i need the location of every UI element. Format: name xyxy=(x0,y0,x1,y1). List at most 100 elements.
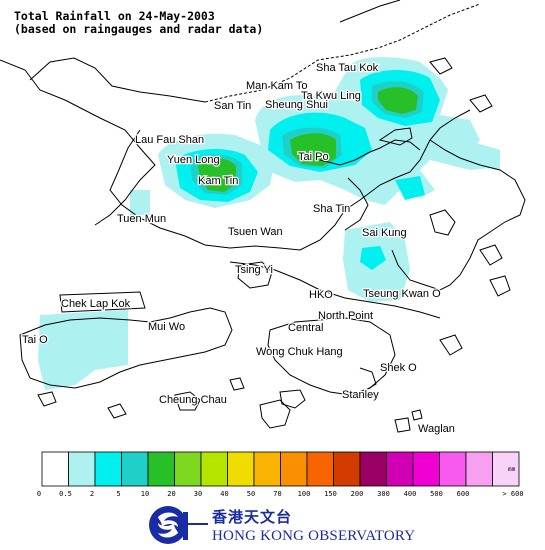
legend-swatch xyxy=(492,451,520,487)
place-label: Sheung Shui xyxy=(265,99,328,111)
place-label: Kam Tin xyxy=(198,175,238,187)
small-islands-west-2 xyxy=(229,377,245,391)
rainfall-map: Sha Tau Kok Man Kam To Ta Kwu Ling San T… xyxy=(0,0,526,437)
place-label: Waglan xyxy=(418,423,455,435)
plover-cove xyxy=(378,127,413,146)
place-label: Sha Tin xyxy=(313,203,350,215)
legend-tick-label: 400 xyxy=(403,490,417,498)
soko xyxy=(37,391,57,407)
place-label: Tseung Kwan O xyxy=(363,288,441,300)
legend-swatch xyxy=(94,451,122,487)
nt-west-coast xyxy=(109,109,471,251)
legend-tick-label: 40 xyxy=(220,490,229,498)
legend-swatch xyxy=(465,451,493,487)
logo-chinese-name: 香港天文台 xyxy=(212,508,293,526)
po-toi xyxy=(394,417,411,433)
legend-tick-label: 500 xyxy=(430,490,443,498)
legend-swatch xyxy=(359,451,387,487)
coastlines xyxy=(0,0,526,433)
lamma xyxy=(259,399,291,429)
legend-tick-label: 10 xyxy=(140,490,150,498)
boundary-line xyxy=(204,3,481,103)
tolo-harbour xyxy=(319,139,421,166)
place-label: Wong Chuk Hang xyxy=(256,346,343,358)
place-label: Tsing Yi xyxy=(235,264,273,276)
hk-island xyxy=(267,317,396,396)
north-islands-2 xyxy=(469,94,493,113)
legend-tick-label: 5 xyxy=(116,490,121,498)
legend-swatch xyxy=(306,451,334,487)
legend-tick-label: 0.5 xyxy=(59,490,72,498)
place-label: Tsuen Wan xyxy=(228,226,283,238)
legend-swatch xyxy=(333,451,361,487)
sai-kung-islands-2 xyxy=(479,244,503,266)
legend-swatch xyxy=(253,451,281,487)
place-label: Chek Lap Kok xyxy=(61,298,131,310)
cheung-chau xyxy=(174,391,201,411)
place-label: Sha Tau Kok xyxy=(316,62,379,74)
legend-swatch xyxy=(386,451,414,487)
legend-tick-label: 300 xyxy=(377,490,390,498)
place-label: Yuen Long xyxy=(167,154,220,166)
kowloon-coast xyxy=(229,261,441,319)
tsing-yi xyxy=(237,261,273,289)
northwest-coast-2 xyxy=(0,59,156,226)
legend-tick-label: 0 xyxy=(36,490,42,498)
place-label: Mui Wo xyxy=(148,321,185,333)
legend-tick-label: 100 xyxy=(297,490,311,498)
lamma-2 xyxy=(279,389,306,409)
logo-english-name: HONG KONG OBSERVATORY xyxy=(212,528,416,544)
legend-swatch xyxy=(227,451,255,487)
hko-emblem-icon xyxy=(149,506,208,544)
legend-tick-label: 70 xyxy=(273,490,282,498)
sai-kung-islands xyxy=(429,209,456,236)
legend-tick-label: 200 xyxy=(350,490,364,498)
legend-swatch xyxy=(68,451,96,487)
place-label: Ta Kwu Ling xyxy=(301,90,361,102)
legend-tick-label: 20 xyxy=(167,490,176,498)
place-label: Central xyxy=(288,322,323,334)
legend-tick-label: 50 xyxy=(246,490,256,498)
hko-logo xyxy=(149,506,208,544)
legend-swatch xyxy=(41,451,69,487)
legend-tick-label: 30 xyxy=(193,490,203,498)
lamma-channel xyxy=(359,367,377,391)
tung-lung xyxy=(439,334,463,356)
place-label: Shek O xyxy=(380,362,417,374)
lantau xyxy=(19,307,233,389)
map-title: Total Rainfall on 24-May-2003 xyxy=(14,9,215,23)
map-subtitle: (based on raingauges and radar data) xyxy=(14,22,264,36)
rainfall-legend xyxy=(41,451,520,487)
small-islands-west xyxy=(107,403,127,419)
legend-swatch xyxy=(412,451,440,487)
legend-tick-label: > 600 xyxy=(502,490,524,498)
east-nt xyxy=(391,139,526,291)
place-label: Sai Kung xyxy=(362,227,407,239)
legend-swatch xyxy=(439,451,467,487)
place-label: Tuen Mun xyxy=(117,213,166,225)
place-label: North Point xyxy=(318,310,373,322)
airport xyxy=(59,291,146,313)
place-label: Cheung Chau xyxy=(159,394,227,406)
boundary-line-2 xyxy=(339,0,401,23)
place-labels: Sha Tau Kok Man Kam To Ta Kwu Ling San T… xyxy=(21,61,456,437)
place-label: Lau Fau Shan xyxy=(135,134,204,146)
sai-kung-islands-3 xyxy=(489,275,511,297)
legend-swatch xyxy=(174,451,202,487)
legend-tick-label: 150 xyxy=(324,490,337,498)
place-label: Tai Po xyxy=(298,151,329,163)
legend-unit: mm xyxy=(508,466,516,473)
legend-swatch xyxy=(280,451,308,487)
ma-on-shan xyxy=(344,177,369,231)
place-label: Man Kam To xyxy=(246,80,308,92)
place-label: HKO xyxy=(309,289,333,301)
waglan-island xyxy=(411,409,423,421)
place-label: Stanley xyxy=(342,389,379,401)
rainfall-shading xyxy=(38,57,500,390)
place-label: San Tin xyxy=(214,100,251,112)
legend-swatch xyxy=(200,451,228,487)
place-label: Tai O xyxy=(22,334,48,346)
northwest-coast xyxy=(29,57,206,103)
legend-tick-label: 2 xyxy=(89,490,95,498)
legend-swatch xyxy=(121,451,149,487)
